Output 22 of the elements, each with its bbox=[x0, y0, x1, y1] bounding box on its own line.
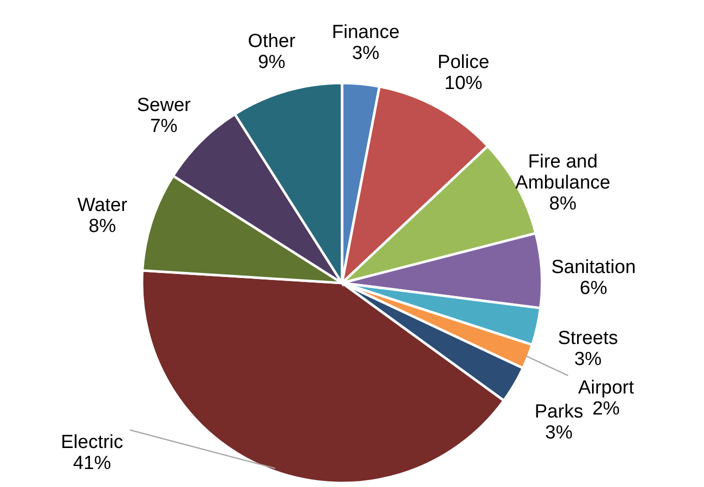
slice-label: Streets bbox=[558, 328, 618, 349]
slice-label: Finance bbox=[332, 22, 400, 44]
slice-label: Police bbox=[438, 52, 490, 74]
data-label: 6% bbox=[580, 278, 608, 300]
slice-label: Other bbox=[248, 31, 296, 52]
data-label: 8% bbox=[88, 216, 116, 238]
slice-label: Airport bbox=[578, 378, 635, 399]
data-label: 3% bbox=[574, 348, 602, 370]
data-label: 8% bbox=[549, 194, 577, 215]
data-label: 2% bbox=[592, 398, 620, 420]
slice-label: Sanitation bbox=[551, 257, 636, 278]
data-label: 10% bbox=[444, 73, 483, 94]
data-label: 3% bbox=[545, 422, 573, 444]
slice-label: Fire and Ambulance bbox=[515, 152, 610, 194]
slice-label: Electric bbox=[60, 432, 124, 453]
data-label: 41% bbox=[72, 453, 112, 474]
slice-label: Parks bbox=[534, 401, 584, 422]
slice-label: Sewer bbox=[136, 94, 192, 116]
data-label: 3% bbox=[352, 43, 380, 64]
data-label: 7% bbox=[150, 116, 178, 137]
slice-label: Water bbox=[77, 195, 128, 216]
data-label: 9% bbox=[258, 52, 286, 74]
